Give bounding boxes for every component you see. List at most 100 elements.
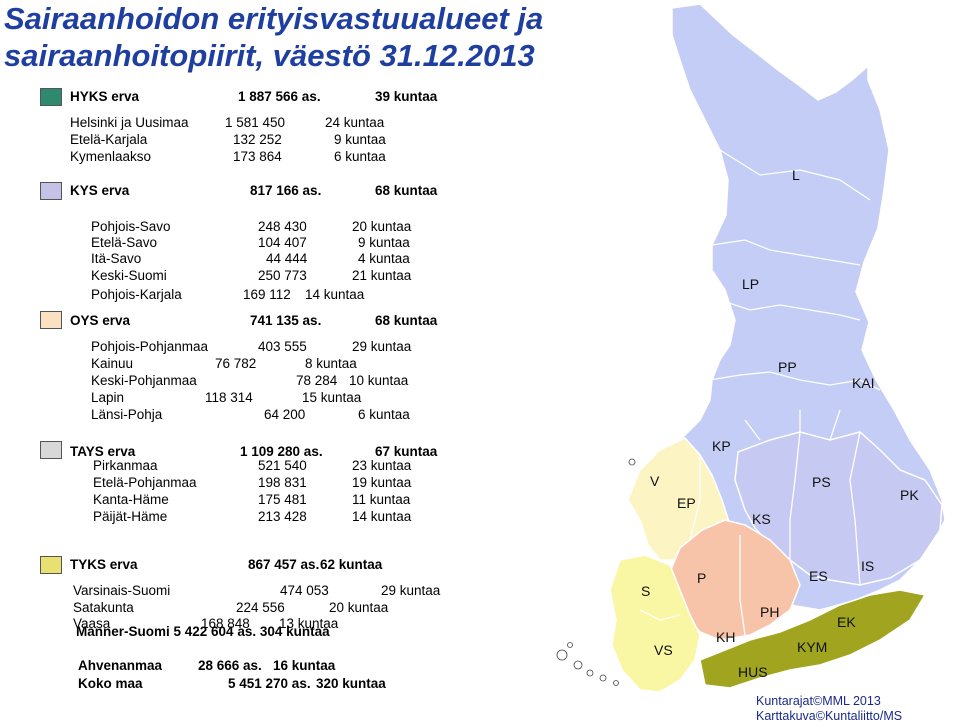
district-population: 1 581 450 [225,115,286,130]
district-municipalities: 24 kuntaa [325,115,385,130]
tyks-swatch [40,556,62,574]
district-population: 168 848 [201,616,250,631]
district-population: 175 481 [258,492,307,507]
district-name: Pirkanmaa [93,458,158,473]
district-municipalities: 10 kuntaa [349,373,409,388]
tyks-municipalities: 62 kuntaa [320,557,383,572]
district-municipalities: 29 kuntaa [381,583,441,598]
map-label-hus: HUS [738,664,768,680]
district-population: 78 284 [296,373,338,388]
district-name: Pohjois-Pohjanmaa [91,339,209,354]
district-name: Pohjois-Karjala [91,287,182,302]
district-municipalities: 11 kuntaa [352,492,411,507]
hyks-swatch [40,88,62,106]
ahvenanmaa-population: 28 666 as. [198,658,262,673]
district-name: Päijät-Häme [93,509,168,524]
title-line-2: sairaanhoitopiirit, väestö 31.12.2013 [4,38,535,73]
map-label-kh: KH [716,629,735,645]
map-label-ps: PS [812,474,831,490]
district-name: Helsinki ja Uusimaa [70,115,189,130]
ahvenanmaa-municipalities: 16 kuntaa [273,658,336,673]
district-population: 44 444 [266,251,308,266]
district-population: 198 831 [258,475,307,490]
credit-boundaries: Kuntarajat©MML 2013 [756,694,881,708]
tyks-population: 867 457 as. [248,557,320,572]
district-name: Etelä-Karjala [70,132,148,147]
ahvenanmaa-name: Ahvenanmaa [78,658,163,673]
map-label-ep: EP [677,495,696,511]
map-label-es: ES [809,568,828,584]
district-population: 248 430 [258,219,307,234]
oys-swatch [40,311,62,329]
district-population: 403 555 [258,339,307,354]
tays-name: TAYS erva [70,444,136,459]
map-label-ks: KS [752,511,771,527]
district-municipalities: 20 kuntaa [329,600,389,615]
district-population: 474 053 [280,583,329,598]
hyks-population: 1 887 566 as. [238,89,321,104]
district-name: Keski-Suomi [91,268,167,283]
kys-population: 817 166 as. [250,183,322,198]
map-label-l: L [792,167,800,183]
map-label-vs: VS [654,642,673,658]
map-label-ph: PH [760,604,779,620]
map-label-lp: LP [742,276,759,292]
district-population: 224 556 [236,600,285,615]
district-municipalities: 4 kuntaa [358,251,410,266]
hyks-name: HYKS erva [70,89,140,104]
koko-maa-municipalities: 320 kuntaa [316,676,386,691]
tays-population: 1 109 280 as. [240,444,323,459]
kys-swatch [40,182,62,200]
district-population: 64 200 [264,407,306,422]
district-municipalities: 29 kuntaa [352,339,412,354]
district-municipalities: 6 kuntaa [334,149,386,164]
district-name: Kainuu [91,356,134,371]
district-population: 76 782 [215,356,257,371]
district-name: Varsinais-Suomi [73,583,171,598]
district-population: 250 773 [258,268,307,283]
koko-maa-population: 5 451 270 as. [228,676,311,691]
map-label-p: P [697,570,706,586]
map-label-s: S [641,583,650,599]
tays-municipalities: 67 kuntaa [375,444,438,459]
map-label-is: IS [861,558,874,574]
district-municipalities: 20 kuntaa [352,219,412,234]
mainland-total: Manner-Suomi 5 422 604 as. 304 kuntaa [76,624,330,639]
district-population: 213 428 [258,509,307,524]
district-municipalities: 13 kuntaa [279,616,339,631]
map-label-pp: PP [778,359,797,375]
map-region-tyks [609,554,701,693]
district-municipalities: 14 kuntaa [352,509,412,524]
district-municipalities: 15 kuntaa [302,390,362,405]
district-municipalities: 19 kuntaa [352,475,412,490]
district-population: 169 112 [243,287,291,302]
district-name: Kanta-Häme [93,492,169,507]
oys-municipalities: 68 kuntaa [375,313,438,328]
district-name: Lapin [91,390,125,405]
district-name: Etelä-Pohjanmaa [93,475,197,490]
district-name: Itä-Savo [91,251,142,266]
tays-swatch [40,441,62,459]
district-municipalities: 8 kuntaa [305,356,357,371]
map-label-kai: KAI [852,375,875,391]
district-name: Vaasa [73,616,111,631]
district-name: Etelä-Savo [91,235,158,250]
aland-islands [556,458,636,686]
district-name: Keski-Pohjanmaa [91,373,197,388]
district-name: Satakunta [73,600,134,615]
district-name: Kymenlaakso [70,149,152,164]
district-name: Länsi-Pohja [91,407,163,422]
district-municipalities: 9 kuntaa [334,132,386,147]
map-label-ek: EK [837,614,856,630]
kys-name: KYS erva [70,183,130,198]
credit-map: Karttakuva©Kuntaliitto/MS [756,709,903,723]
map-label-kp: KP [712,438,731,454]
oys-name: OYS erva [70,313,131,328]
district-municipalities: 6 kuntaa [358,407,410,422]
kys-municipalities: 68 kuntaa [375,183,438,198]
district-municipalities: 21 kuntaa [352,268,412,283]
map-label-kym: KYM [797,639,827,655]
district-borders [639,149,881,636]
map-label-v: V [650,473,660,489]
